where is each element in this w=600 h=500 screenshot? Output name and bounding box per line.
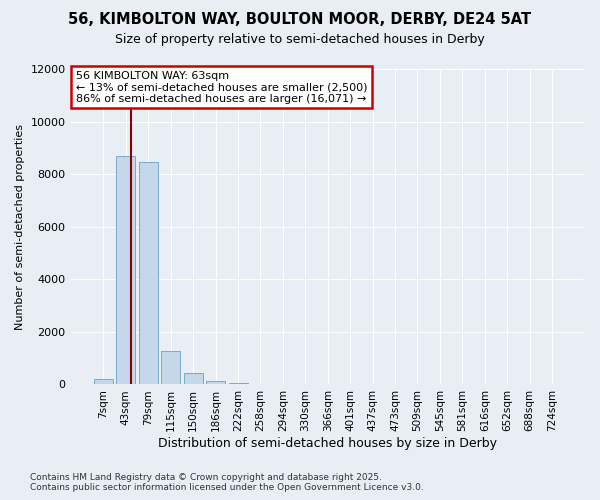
X-axis label: Distribution of semi-detached houses by size in Derby: Distribution of semi-detached houses by …	[158, 437, 497, 450]
Bar	[116, 156, 136, 384]
Y-axis label: Number of semi-detached properties: Number of semi-detached properties	[15, 124, 25, 330]
Bar	[229, 383, 248, 384]
Bar	[139, 162, 158, 384]
Bar	[184, 373, 203, 384]
Bar	[206, 381, 225, 384]
Text: 56 KIMBOLTON WAY: 63sqm
← 13% of semi-detached houses are smaller (2,500)
86% of: 56 KIMBOLTON WAY: 63sqm ← 13% of semi-de…	[76, 70, 367, 104]
Bar	[161, 351, 180, 384]
Bar	[94, 379, 113, 384]
Text: Size of property relative to semi-detached houses in Derby: Size of property relative to semi-detach…	[115, 32, 485, 46]
Text: Contains HM Land Registry data © Crown copyright and database right 2025.
Contai: Contains HM Land Registry data © Crown c…	[30, 473, 424, 492]
Text: 56, KIMBOLTON WAY, BOULTON MOOR, DERBY, DE24 5AT: 56, KIMBOLTON WAY, BOULTON MOOR, DERBY, …	[68, 12, 532, 28]
